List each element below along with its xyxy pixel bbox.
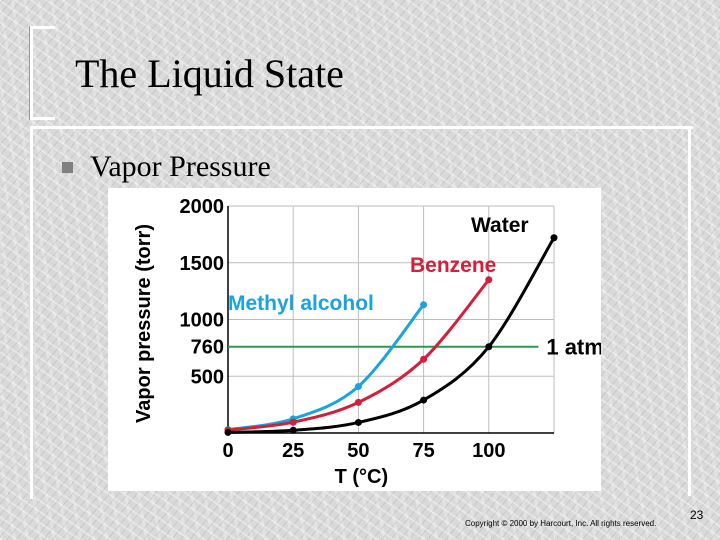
chart-svg: 1 atm 0 25 50 75 100 500 760 1000 1500 2000 T (°C) V… [133, 196, 601, 488]
bullet-text: Vapor Pressure [90, 150, 271, 183]
content-frame-decoration [30, 126, 693, 499]
data-point-methyl-alcohol-75 [420, 301, 428, 309]
y-tick-label-1000: 1000 [180, 310, 225, 332]
x-tick-label-50: 50 [347, 440, 369, 462]
y-tick-label-1500: 1500 [180, 253, 225, 275]
x-tick-label-25: 25 [282, 440, 304, 462]
y-tick-label-760: 760 [191, 337, 224, 359]
data-point-benzene-100 [485, 276, 493, 284]
data-point-water-125 [550, 234, 558, 242]
data-point-benzene-25 [289, 418, 297, 426]
x-axis-label: T (°C) [335, 466, 389, 488]
series-label-water: Water [471, 214, 529, 237]
vapor-pressure-chart: 1 atm 0 25 50 75 100 500 760 1000 1500 2000 T (°C) V… [108, 188, 601, 491]
copyright-notice: Copyright © 2000 by Harcourt, Inc. All r… [465, 519, 657, 528]
series-label-methyl-alcohol: Methyl alcohol [228, 292, 374, 315]
y-axis-label: Vapor pressure (torr) [133, 224, 155, 423]
slide-title: The Liquid State [75, 51, 344, 96]
series-label-benzene: Benzene [410, 254, 496, 277]
data-point-water-50 [354, 418, 362, 426]
data-point-methyl-alcohol-50 [354, 382, 362, 390]
y-tick-label-500: 500 [191, 366, 224, 388]
reference-line-label: 1 atm [546, 335, 601, 360]
data-point-benzene-50 [354, 398, 362, 406]
data-point-water-75 [420, 396, 428, 404]
data-point-water-25 [289, 426, 297, 434]
series-line-water [227, 237, 556, 434]
data-point-water-100 [485, 343, 493, 351]
series-line-methyl-alcohol [227, 303, 425, 432]
y-tick-label-2000: 2000 [180, 196, 225, 218]
title-frame-decoration [30, 26, 55, 120]
slide-number: 23 [690, 508, 704, 522]
x-tick-label-75: 75 [412, 440, 434, 462]
content-frame-right-edge [688, 126, 691, 496]
bullet-square-icon [62, 162, 73, 173]
data-point-benzene-75 [420, 355, 428, 363]
data-point-water-0 [224, 428, 232, 436]
x-tick-label-100: 100 [472, 440, 505, 462]
x-tick-label-0: 0 [222, 440, 233, 462]
